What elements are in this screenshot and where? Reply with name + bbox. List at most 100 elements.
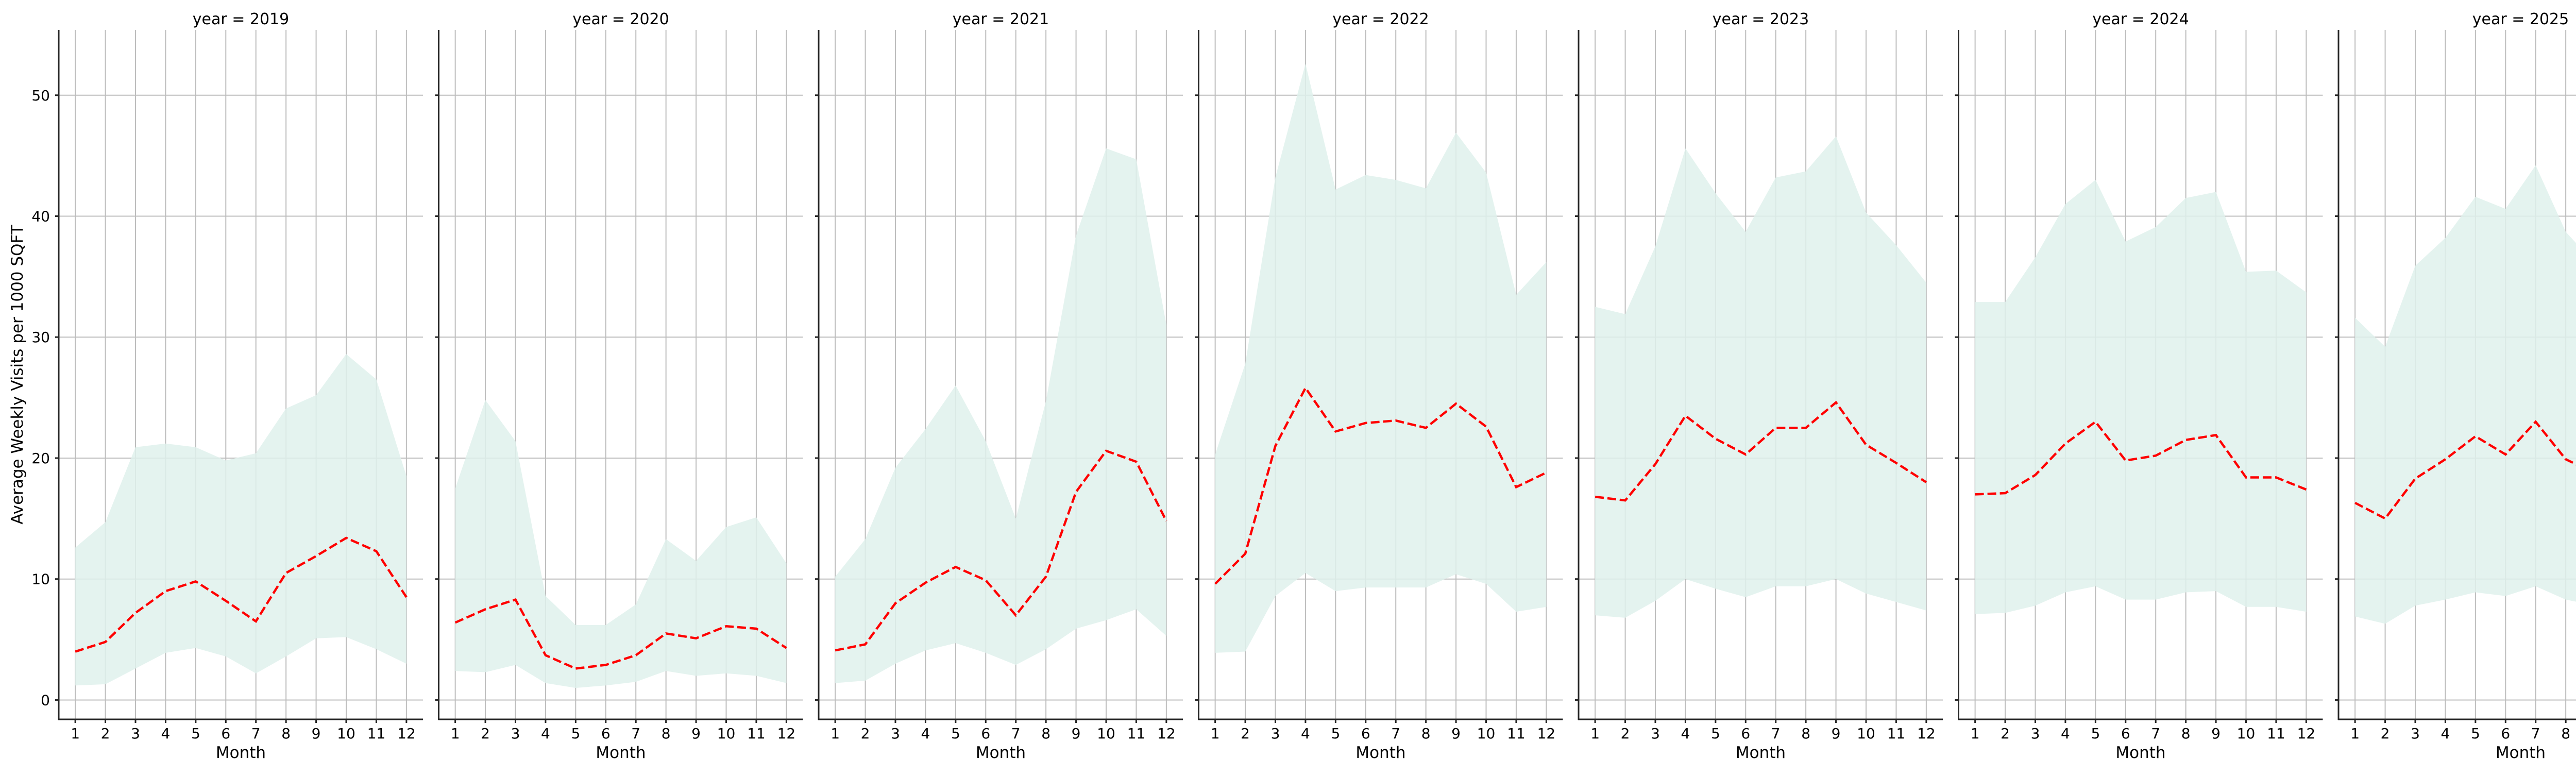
x-tick-label: 4 [2061,725,2070,742]
x-tick-label: 1 [1211,725,1220,742]
y-tick-label: 40 [31,208,50,225]
panel-title: year = 2020 [572,10,669,28]
x-tick-label: 3 [2411,725,2420,742]
x-tick-label: 7 [1011,725,1021,742]
x-tick-label: 8 [662,725,671,742]
percentile-band [835,148,1166,683]
x-tick-label: 4 [1301,725,1310,742]
x-tick-label: 10 [337,725,355,742]
x-tick-label: 2 [101,725,110,742]
x-tick-label: 10 [1097,725,1115,742]
x-tick-label: 7 [631,725,640,742]
y-tick-label: 50 [31,87,50,104]
x-tick-label: 4 [1681,725,1690,742]
x-tick-label: 2 [861,725,870,742]
x-tick-label: 3 [131,725,140,742]
x-tick-label: 5 [1331,725,1340,742]
x-tick-label: 7 [2151,725,2160,742]
percentile-band [1595,136,1926,618]
x-tick-label: 7 [2531,725,2540,742]
x-tick-label: 9 [691,725,701,742]
x-tick-label: 6 [601,725,611,742]
x-tick-label: 12 [2297,725,2316,742]
median-line [835,449,1167,652]
x-tick-label: 8 [1801,725,1810,742]
x-tick-label: 1 [71,725,80,742]
x-axis-label: Month [2496,744,2546,762]
median-line [1214,385,1547,585]
x-axis-label: Month [976,744,1026,762]
x-tick-label: 11 [1507,725,1526,742]
x-tick-label: 6 [1741,725,1750,742]
x-tick-label: 5 [2471,725,2480,742]
x-tick-label: 5 [571,725,580,742]
x-axis-label: Month [1355,744,1405,762]
x-tick-label: 1 [2350,725,2360,742]
x-axis-label: Month [2115,744,2165,762]
panel-title: year = 2019 [193,10,290,28]
x-tick-label: 8 [1421,725,1431,742]
x-tick-label: 12 [1917,725,1936,742]
x-tick-label: 3 [1651,725,1660,742]
x-tick-label: 3 [2031,725,2040,742]
x-tick-label: 7 [1391,725,1400,742]
percentile-band [75,354,406,686]
y-tick-label: 0 [41,692,50,709]
x-tick-label: 9 [312,725,321,742]
x-tick-label: 4 [541,725,550,742]
x-tick-label: 9 [1072,725,1081,742]
y-tick-label: 20 [31,450,50,467]
x-tick-label: 7 [251,725,261,742]
x-tick-label: 11 [367,725,386,742]
x-tick-label: 3 [1271,725,1280,742]
x-tick-label: 6 [2121,725,2130,742]
x-tick-label: 2 [1621,725,1630,742]
percentile-band [2355,165,2576,624]
panel-title: year = 2024 [2092,10,2189,28]
x-tick-label: 11 [747,725,766,742]
panel-title: year = 2023 [1713,10,1809,28]
x-tick-label: 1 [1590,725,1600,742]
x-tick-label: 10 [2237,725,2256,742]
x-tick-label: 2 [481,725,490,742]
panel-title: year = 2021 [953,10,1049,28]
x-tick-label: 9 [1451,725,1461,742]
x-tick-label: 5 [2091,725,2100,742]
x-tick-label: 12 [777,725,796,742]
panel-title: year = 2022 [1332,10,1429,28]
x-tick-label: 6 [2501,725,2510,742]
percentile-band [1975,180,2307,614]
x-tick-label: 2 [2001,725,2010,742]
x-tick-label: 11 [1887,725,1906,742]
median-line [75,536,408,653]
x-tick-label: 6 [1361,725,1370,742]
x-tick-label: 9 [2211,725,2221,742]
x-tick-label: 2 [1241,725,1250,742]
x-tick-label: 5 [951,725,960,742]
x-tick-label: 7 [1771,725,1781,742]
x-tick-label: 8 [2561,725,2570,742]
percentile-band [1215,63,1547,653]
x-tick-label: 12 [1157,725,1176,742]
x-tick-label: 1 [451,725,460,742]
x-axis-label: Month [596,744,646,762]
x-tick-label: 4 [161,725,171,742]
percentile-band [455,400,787,688]
x-axis-label: Month [216,744,266,762]
x-tick-label: 12 [1537,725,1556,742]
x-tick-label: 6 [221,725,230,742]
x-tick-label: 5 [191,725,200,742]
panel-title: year = 2025 [2472,10,2569,28]
y-tick-label: 10 [31,571,50,588]
median-line [1975,420,2307,496]
x-tick-label: 8 [281,725,291,742]
x-tick-label: 2 [2381,725,2390,742]
x-tick-label: 8 [1041,725,1050,742]
